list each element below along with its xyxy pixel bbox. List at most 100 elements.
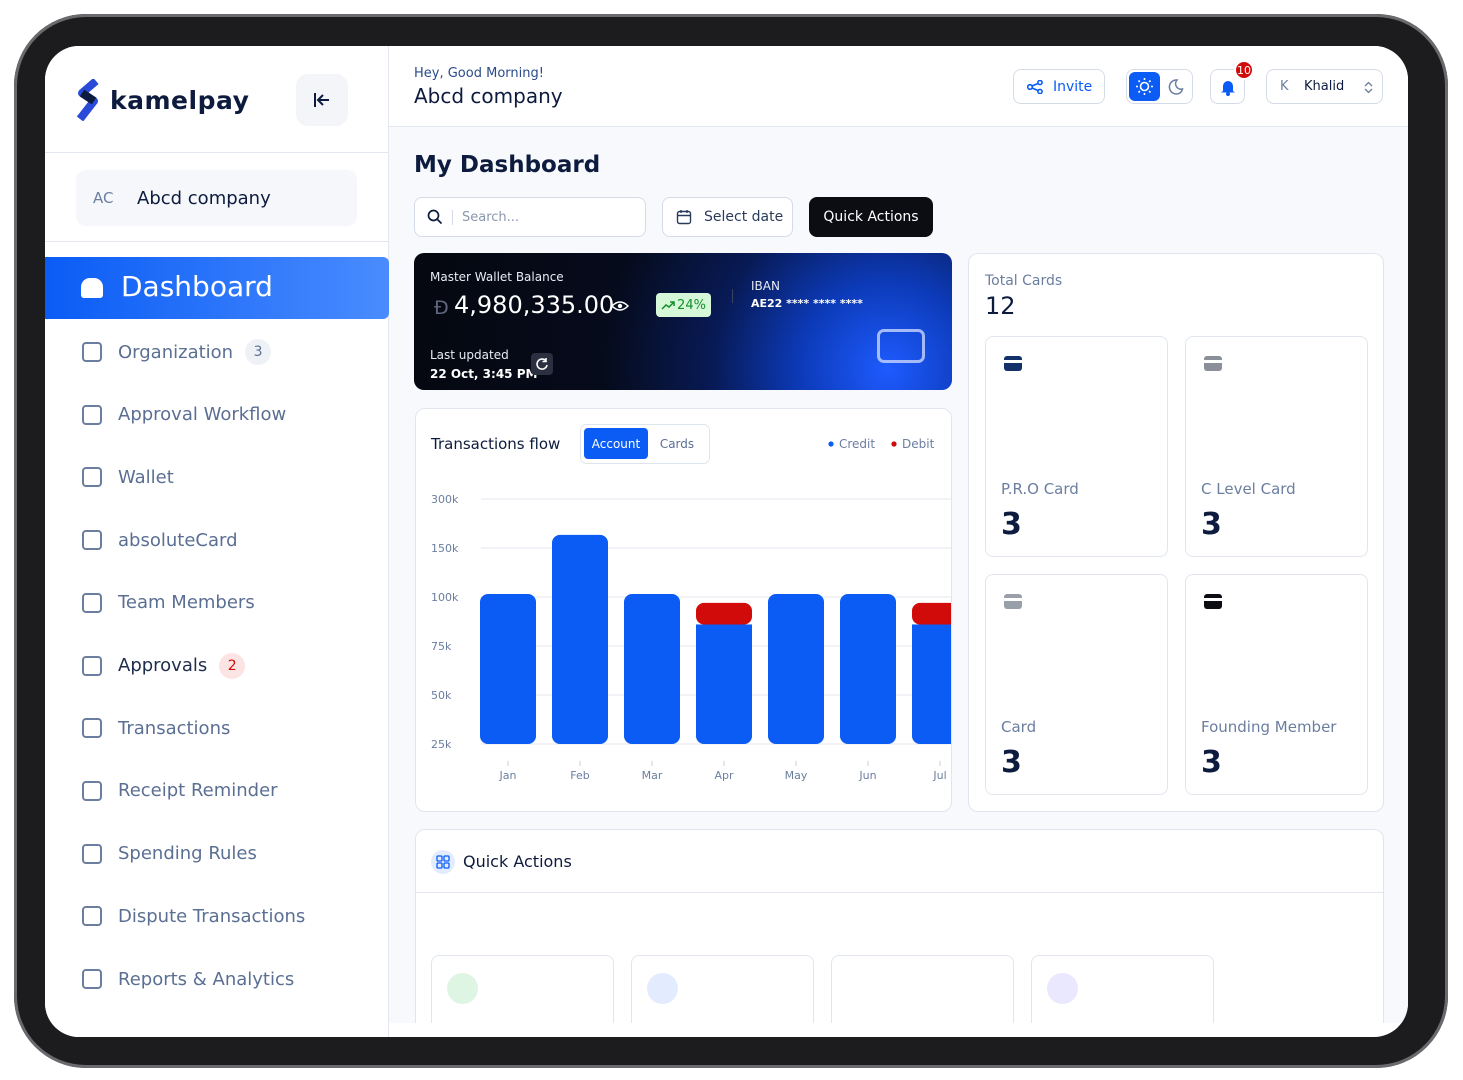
card-tile[interactable]: C Level Card 3	[1185, 336, 1368, 557]
card-tile[interactable]: Card 3	[985, 574, 1168, 795]
search-placeholder: Search...	[462, 210, 520, 225]
updated-time: 22 Oct, 3:45 PM	[430, 367, 538, 381]
nav-text: Approvals 2	[118, 652, 246, 679]
page-title: My Dashboard	[414, 152, 601, 178]
moon-icon[interactable]	[1165, 76, 1187, 98]
nav-icon	[82, 718, 102, 739]
quick-actions-title: Quick Actions	[463, 852, 572, 871]
quick-action[interactable]: Send Money	[431, 955, 614, 1023]
nav-item[interactable]: Approval Workflow	[45, 395, 389, 435]
nav-text: Reports & Analytics	[118, 969, 294, 990]
org-switcher[interactable]: AC Abcd company	[76, 170, 357, 226]
invite-button[interactable]: Invite	[1013, 69, 1105, 104]
tab-label[interactable]: Cards	[660, 437, 694, 451]
tab-label[interactable]: Account	[592, 437, 641, 451]
card-tile[interactable]: P.R.O Card 3	[985, 336, 1168, 557]
wallet-label: Master Wallet Balance	[430, 270, 564, 284]
bar	[480, 594, 536, 744]
card-count: 3	[1201, 745, 1222, 780]
nav-item[interactable]: absoluteCard	[45, 520, 389, 560]
logo-mark	[76, 79, 99, 121]
nav-text: absoluteCard	[118, 530, 238, 551]
bar	[696, 624, 752, 744]
quick-action[interactable]: Add New Tier	[1031, 955, 1214, 1023]
nav-item[interactable]: Reports & Analytics	[45, 959, 389, 999]
main: Hey, Good Morning! Abcd company Invite 1…	[389, 46, 1408, 1023]
bar	[912, 624, 951, 744]
card-icon	[1204, 594, 1222, 609]
x-tick-label: May	[785, 769, 808, 782]
company-name: Abcd company	[414, 84, 563, 108]
nav-active[interactable]: Dashboard	[45, 257, 389, 319]
nav-item[interactable]: Team Members	[45, 583, 389, 623]
nav-item[interactable]: Receipt Reminder	[45, 771, 389, 811]
x-tick-label: Jul	[932, 769, 946, 782]
grid-icon	[431, 850, 455, 874]
grid-glyph	[436, 855, 450, 869]
change-pill: 24%	[656, 293, 711, 317]
nav-label: Organization	[118, 341, 234, 363]
y-tick-label: 50k	[431, 689, 452, 702]
quick-action[interactable]: Invite Team Member	[831, 955, 1014, 1023]
sun-icon	[1136, 78, 1153, 95]
collapse-icon	[314, 93, 329, 107]
cards-label: Total Cards	[985, 273, 1063, 289]
updated-label: Last updated	[430, 348, 509, 362]
quick-action-icon	[447, 973, 478, 1004]
chart-title: Transactions flow	[430, 435, 560, 453]
bar	[624, 594, 680, 744]
card-name: P.R.O Card	[1001, 480, 1079, 498]
nav-item[interactable]: Dispute Transactions	[45, 896, 389, 936]
nav-item[interactable]: Approvals 2	[45, 646, 389, 686]
card-tile[interactable]: Founding Member 3	[1185, 574, 1368, 795]
nav-item[interactable]: Wallet	[45, 457, 389, 497]
org-initials: AC	[93, 189, 114, 207]
search-icon	[427, 209, 443, 225]
nav-text: Receipt Reminder	[118, 780, 278, 801]
user-initial: K	[1280, 79, 1289, 94]
card-name: Founding Member	[1201, 718, 1337, 736]
divider	[45, 152, 389, 153]
y-tick-label: 25k	[431, 738, 452, 751]
bell-icon	[1220, 80, 1235, 96]
refresh-button[interactable]	[531, 353, 553, 375]
iban-label: IBAN	[751, 279, 780, 293]
nav-item[interactable]: Organization 3	[45, 332, 389, 372]
nav-item[interactable]: Spending Rules	[45, 834, 389, 874]
search-box[interactable]: Search...	[414, 197, 646, 237]
nav-label: Approval Workflow	[118, 404, 287, 426]
nav-label: Wallet	[118, 466, 174, 488]
legend-dot	[828, 441, 834, 447]
collapse-button[interactable]	[296, 74, 348, 126]
tab-active[interactable]	[584, 428, 648, 459]
nav-text: Wallet	[118, 467, 174, 488]
bar-corner	[696, 624, 752, 635]
light-mode[interactable]	[1129, 72, 1160, 101]
nav-icon	[81, 278, 103, 298]
card-icon	[1004, 594, 1022, 609]
nav-label: Team Members	[118, 592, 255, 614]
eye-icon[interactable]	[611, 299, 629, 313]
bar	[696, 602, 752, 625]
screen: kamelpay AC Abcd company Dashboard Organ…	[45, 46, 1408, 1037]
quick-action-icon	[847, 973, 878, 1004]
x-tick-label: Jan	[499, 769, 517, 782]
bar-corner	[912, 624, 951, 635]
bar	[840, 594, 896, 744]
share-icon	[1027, 79, 1043, 94]
nav-text: Spending Rules	[118, 843, 257, 864]
nav-badge: 2	[219, 652, 246, 679]
org-name: Abcd company	[137, 188, 271, 209]
quick-actions-button[interactable]: Quick Actions	[809, 197, 933, 237]
user-menu[interactable]: K Khalid	[1266, 69, 1383, 104]
date-picker[interactable]: Select date	[662, 197, 793, 237]
change-value: 24%	[677, 297, 706, 313]
theme-toggle[interactable]	[1126, 69, 1193, 104]
sidebar: kamelpay AC Abcd company Dashboard Organ…	[45, 46, 389, 1037]
calendar-icon	[676, 210, 692, 225]
quick-action[interactable]: Issue New Card	[631, 955, 814, 1023]
header: Hey, Good Morning! Abcd company Invite 1…	[389, 46, 1408, 127]
nav-item[interactable]: Transactions	[45, 708, 389, 748]
x-tick-label: Mar	[642, 769, 663, 782]
